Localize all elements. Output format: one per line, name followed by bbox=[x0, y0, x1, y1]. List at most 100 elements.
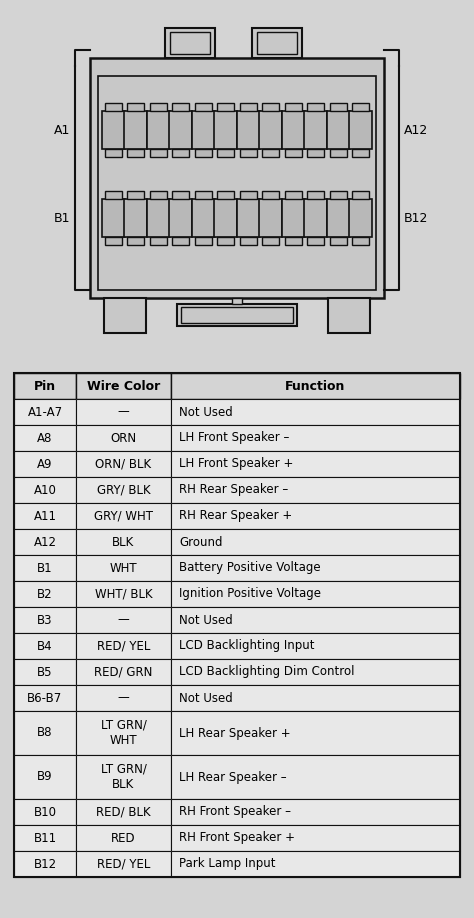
Bar bbox=[105, 149, 122, 157]
Bar bbox=[76, 633, 171, 659]
Bar bbox=[304, 111, 327, 149]
Bar bbox=[76, 373, 171, 399]
Bar bbox=[173, 103, 190, 111]
Bar bbox=[327, 199, 349, 237]
Bar bbox=[14, 555, 76, 581]
Bar bbox=[171, 555, 460, 581]
Bar bbox=[76, 425, 171, 451]
Bar bbox=[307, 237, 324, 245]
Text: WHT: WHT bbox=[109, 562, 137, 575]
Bar bbox=[14, 851, 76, 877]
Bar bbox=[76, 755, 171, 799]
Text: B8: B8 bbox=[37, 726, 53, 740]
Text: Park Lamp Input: Park Lamp Input bbox=[179, 857, 275, 870]
Bar bbox=[76, 799, 171, 825]
Bar bbox=[105, 103, 122, 111]
Bar bbox=[165, 28, 215, 58]
Bar bbox=[171, 685, 460, 711]
Bar bbox=[105, 237, 122, 245]
Bar bbox=[252, 28, 302, 58]
Text: RED/ YEL: RED/ YEL bbox=[97, 857, 150, 870]
Bar bbox=[14, 851, 76, 877]
Bar bbox=[171, 581, 460, 607]
Bar bbox=[282, 111, 305, 149]
Bar bbox=[329, 103, 346, 111]
Text: B12: B12 bbox=[34, 857, 56, 870]
Bar bbox=[14, 503, 76, 529]
Bar bbox=[307, 149, 324, 157]
Bar bbox=[76, 755, 171, 799]
Bar bbox=[14, 659, 76, 685]
Bar bbox=[76, 825, 171, 851]
Bar bbox=[173, 191, 190, 199]
Bar bbox=[150, 237, 167, 245]
Bar bbox=[76, 607, 171, 633]
Text: A1: A1 bbox=[54, 124, 70, 137]
Bar bbox=[14, 685, 76, 711]
Bar bbox=[150, 191, 167, 199]
Text: A12: A12 bbox=[404, 124, 428, 137]
Bar bbox=[352, 237, 369, 245]
Bar bbox=[14, 477, 76, 503]
Bar bbox=[169, 111, 192, 149]
Bar bbox=[76, 425, 171, 451]
Text: ORN: ORN bbox=[110, 431, 137, 444]
Bar bbox=[150, 149, 167, 157]
Text: Ground: Ground bbox=[179, 535, 222, 548]
Text: RED: RED bbox=[111, 832, 136, 845]
Text: RH Rear Speaker +: RH Rear Speaker + bbox=[179, 509, 292, 522]
Bar bbox=[76, 799, 171, 825]
Bar bbox=[76, 503, 171, 529]
Text: RED/ GRN: RED/ GRN bbox=[94, 666, 153, 678]
Bar bbox=[128, 237, 145, 245]
Bar bbox=[14, 755, 76, 799]
Text: B1: B1 bbox=[37, 562, 53, 575]
Bar bbox=[329, 237, 346, 245]
Bar bbox=[171, 711, 460, 755]
Bar bbox=[76, 851, 171, 877]
Bar bbox=[284, 103, 301, 111]
Bar bbox=[76, 477, 171, 503]
Text: GRY/ BLK: GRY/ BLK bbox=[97, 484, 150, 497]
Bar bbox=[76, 503, 171, 529]
Bar bbox=[150, 103, 167, 111]
Text: GRY/ WHT: GRY/ WHT bbox=[94, 509, 153, 522]
Bar bbox=[171, 633, 460, 659]
Bar bbox=[76, 825, 171, 851]
Bar bbox=[192, 111, 215, 149]
Bar bbox=[171, 425, 460, 451]
Bar bbox=[171, 373, 460, 399]
Bar bbox=[14, 555, 76, 581]
Bar bbox=[171, 555, 460, 581]
Bar bbox=[14, 581, 76, 607]
Text: Wire Color: Wire Color bbox=[87, 379, 160, 393]
Bar bbox=[14, 477, 76, 503]
Text: Not Used: Not Used bbox=[179, 691, 233, 704]
Text: B6-B7: B6-B7 bbox=[27, 691, 63, 704]
Bar bbox=[76, 529, 171, 555]
Bar bbox=[14, 607, 76, 633]
Text: BLK: BLK bbox=[112, 535, 135, 548]
Bar bbox=[14, 607, 76, 633]
Bar bbox=[195, 237, 212, 245]
Bar bbox=[171, 399, 460, 425]
Bar bbox=[76, 399, 171, 425]
Bar bbox=[327, 111, 349, 149]
Bar bbox=[14, 451, 76, 477]
Bar bbox=[328, 298, 370, 333]
Bar bbox=[98, 76, 376, 290]
Text: B11: B11 bbox=[34, 832, 56, 845]
Bar bbox=[76, 633, 171, 659]
Bar bbox=[76, 529, 171, 555]
Bar bbox=[171, 607, 460, 633]
Bar bbox=[240, 149, 257, 157]
Bar bbox=[352, 149, 369, 157]
Bar bbox=[284, 191, 301, 199]
Text: LCD Backlighting Input: LCD Backlighting Input bbox=[179, 640, 315, 653]
Bar bbox=[76, 685, 171, 711]
Text: Pin: Pin bbox=[34, 379, 56, 393]
Text: RED/ YEL: RED/ YEL bbox=[97, 640, 150, 653]
Bar bbox=[14, 633, 76, 659]
Bar bbox=[181, 307, 293, 323]
Bar bbox=[76, 581, 171, 607]
